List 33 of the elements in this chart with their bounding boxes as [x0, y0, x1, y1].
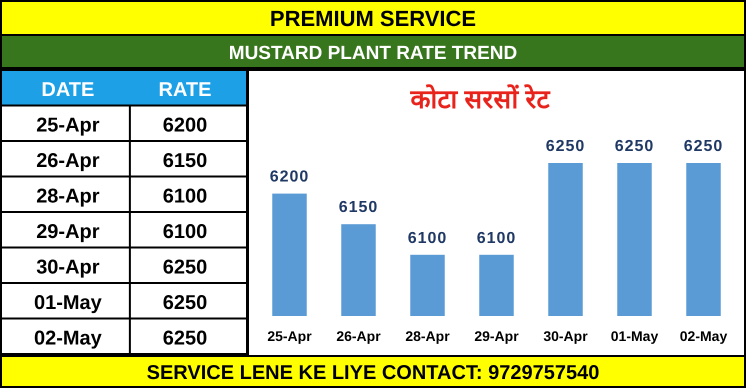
- data-label: 6250: [162, 292, 208, 314]
- data-label: 6200: [270, 168, 310, 186]
- data-label: 6250: [684, 138, 724, 155]
- x-tick-label: 01-May: [610, 328, 658, 344]
- data-label: 6100: [476, 230, 516, 247]
- data-label: 6150: [162, 150, 208, 172]
- data-label: 6250: [162, 256, 208, 278]
- text: RATE: [158, 78, 212, 101]
- category-label: 01-May: [34, 292, 103, 314]
- data-label: 6100: [162, 185, 208, 208]
- data-label: 6200: [162, 114, 208, 136]
- category-label: 29-Apr: [36, 220, 100, 243]
- x-tick-label: 28-Apr: [405, 328, 450, 344]
- category-label: 28-Apr: [36, 185, 100, 208]
- x-tick-label: 25-Apr: [267, 328, 312, 344]
- data-label: 6250: [546, 138, 586, 155]
- text: PREMIUM SERVICE: [270, 6, 476, 31]
- category-label: 30-Apr: [36, 256, 100, 278]
- chart-title: कोटा सरसों रेट: [409, 84, 551, 114]
- data-label: 6150: [338, 199, 378, 216]
- text: SERVICE LENE KE LIYE CONTACT: 9729757540: [146, 362, 600, 384]
- x-tick-label: 02-May: [680, 328, 728, 344]
- x-tick-label: 29-Apr: [474, 328, 520, 344]
- data-label: 6100: [162, 220, 208, 243]
- category-label: 26-Apr: [36, 150, 100, 172]
- category-label: 25-Apr: [36, 114, 100, 136]
- data-label: 6250: [162, 327, 208, 350]
- x-tick-label: 30-Apr: [543, 328, 588, 344]
- x-tick-label: 26-Apr: [336, 328, 382, 344]
- data-label: 6250: [614, 138, 654, 155]
- text: DATE: [41, 78, 94, 101]
- data-label: 6100: [408, 230, 448, 247]
- text: MUSTARD PLANT RATE TREND: [228, 43, 518, 64]
